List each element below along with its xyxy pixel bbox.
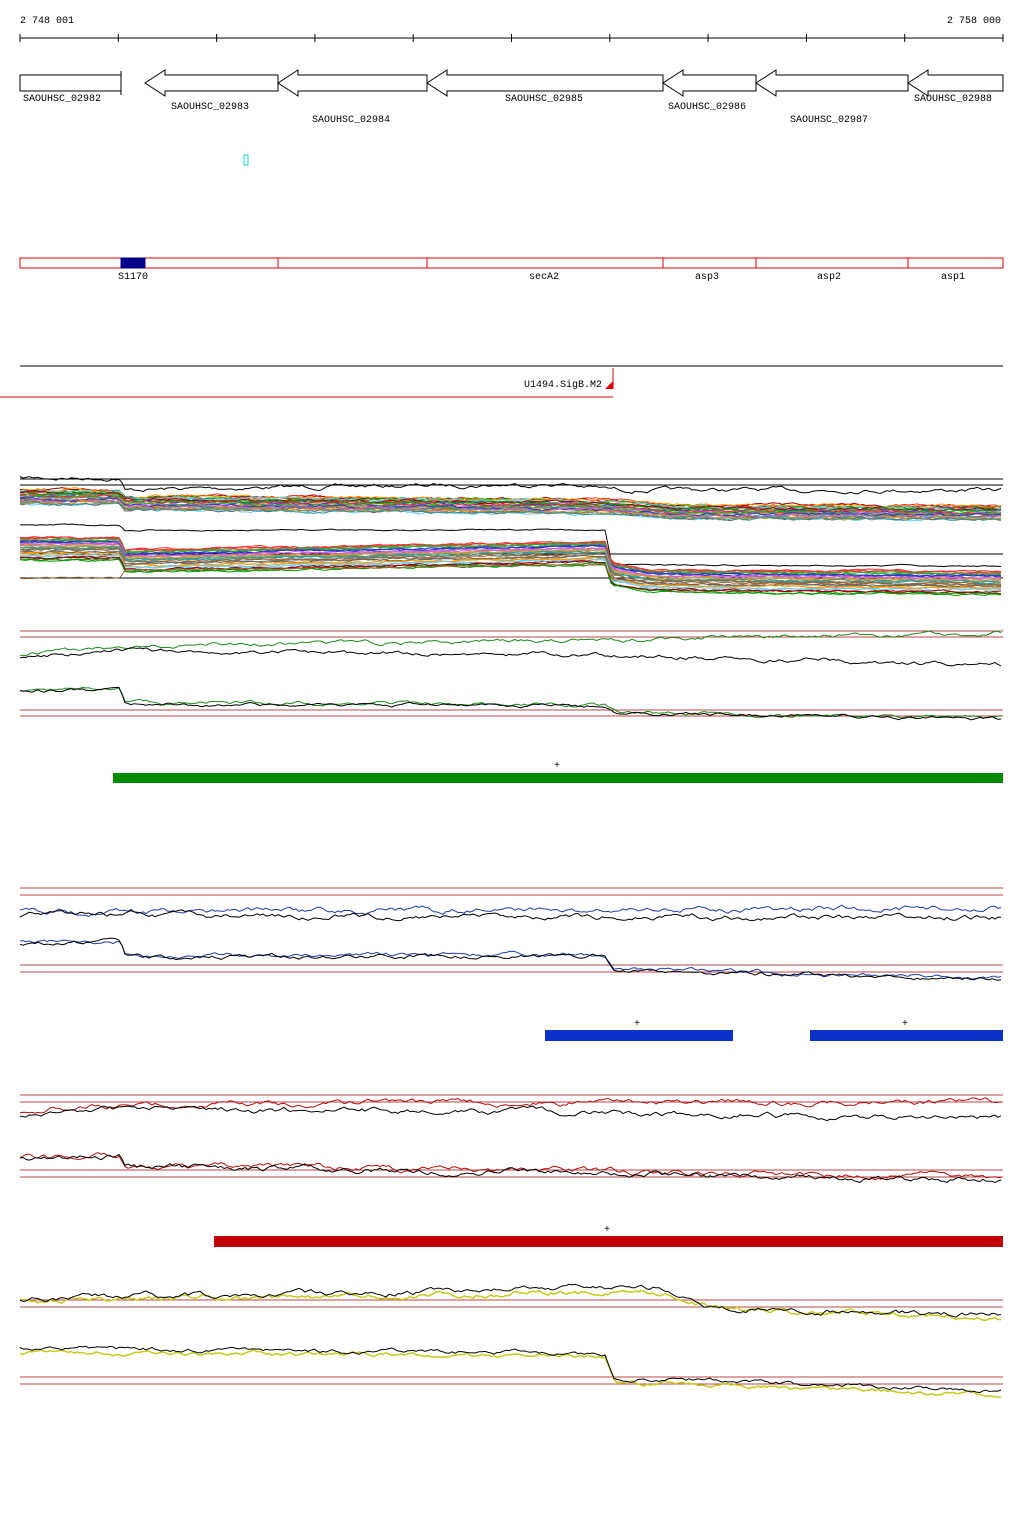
- gene-label: SAOUHSC_02985: [505, 94, 583, 105]
- segment-bar: [113, 773, 1003, 783]
- trace: [19, 553, 1002, 592]
- feature-box: [907, 257, 1004, 269]
- trace: [19, 489, 1002, 511]
- trace: [19, 564, 1002, 586]
- ruler-end: 2 758 000: [947, 16, 1001, 27]
- trace: [19, 904, 1002, 918]
- feature-label: secA2: [529, 272, 559, 283]
- feature-label: asp3: [695, 272, 719, 283]
- trace: [19, 647, 1002, 667]
- segment-bar: [810, 1030, 1003, 1041]
- srna-box: [120, 257, 146, 269]
- promoter-label: U1494.SigB.M2: [524, 379, 602, 391]
- gene-arrow: [19, 71, 122, 95]
- trace: [19, 1153, 1002, 1184]
- gene-arrow: [755, 69, 909, 97]
- trace: [19, 686, 1002, 721]
- promoter: U1494.SigB.M2: [0, 365, 1003, 398]
- feature-label: S1170: [118, 272, 148, 283]
- gene-label: SAOUHSC_02988: [914, 94, 992, 105]
- promoter-arrow: [605, 381, 613, 389]
- genes: [19, 69, 1004, 97]
- segment-bar: [545, 1030, 733, 1041]
- trace: [19, 909, 1002, 922]
- trace: [19, 541, 1002, 580]
- features: [19, 257, 1004, 269]
- trace: [19, 550, 1002, 588]
- gene-label: SAOUHSC_02984: [312, 115, 390, 126]
- trace: [20, 523, 1002, 568]
- feature-label: asp2: [817, 272, 841, 283]
- trace: [19, 476, 1002, 495]
- gene-arrow: [144, 69, 279, 97]
- expression-traces: [19, 476, 1003, 1398]
- trace: [19, 493, 1002, 515]
- trace: [19, 1345, 1002, 1394]
- gene-label: SAOUHSC_02987: [790, 115, 868, 126]
- gene-arrow: [277, 69, 428, 97]
- trace: [19, 939, 1002, 981]
- marker: [243, 154, 249, 166]
- trace: [20, 556, 1002, 595]
- trace: [19, 546, 1002, 585]
- trace: [19, 686, 1002, 719]
- trace: [19, 1097, 1002, 1114]
- trace: [19, 501, 1002, 521]
- gene-arrow: [426, 69, 664, 97]
- trace: [19, 487, 1002, 509]
- trace: [19, 494, 1001, 517]
- feature-label: asp1: [941, 272, 965, 283]
- trace: [19, 491, 1002, 513]
- trace: [19, 1105, 1002, 1122]
- trace: [19, 498, 1002, 519]
- strand-label: +: [634, 1019, 640, 1030]
- trace: [19, 552, 1002, 590]
- gene-label: SAOUHSC_02986: [668, 102, 746, 113]
- feature-box: [426, 257, 664, 269]
- trace: [19, 1152, 1001, 1181]
- strand-label: +: [604, 1225, 610, 1236]
- trace: [20, 1289, 1002, 1322]
- feature-box: [277, 257, 428, 269]
- strand-label: +: [902, 1019, 908, 1030]
- trace: [19, 538, 1002, 576]
- trace: [19, 551, 1001, 590]
- trace: [19, 499, 1002, 521]
- gene-arrow: [662, 69, 757, 97]
- gene-arrow: [907, 69, 1004, 97]
- trace: [19, 937, 1002, 981]
- gene-label: SAOUHSC_02982: [23, 94, 101, 105]
- trace: [19, 489, 1002, 512]
- trace: [19, 550, 1002, 588]
- gene-label: SAOUHSC_02983: [171, 102, 249, 113]
- trace: [19, 547, 1001, 586]
- trace: [19, 536, 1002, 574]
- trace: [19, 1283, 1002, 1318]
- feature-box: [755, 257, 909, 269]
- trace: [19, 630, 1002, 657]
- ruler-start: 2 748 001: [20, 16, 74, 27]
- trace: [19, 1349, 1002, 1398]
- feature-box: [19, 257, 279, 269]
- segment-bar: [214, 1236, 1003, 1247]
- strand-label: +: [554, 761, 560, 772]
- feature-box: [662, 257, 757, 269]
- gene-labels: SAOUHSC_02982 SAOUHSC_02983 SAOUHSC_0298…: [23, 94, 992, 126]
